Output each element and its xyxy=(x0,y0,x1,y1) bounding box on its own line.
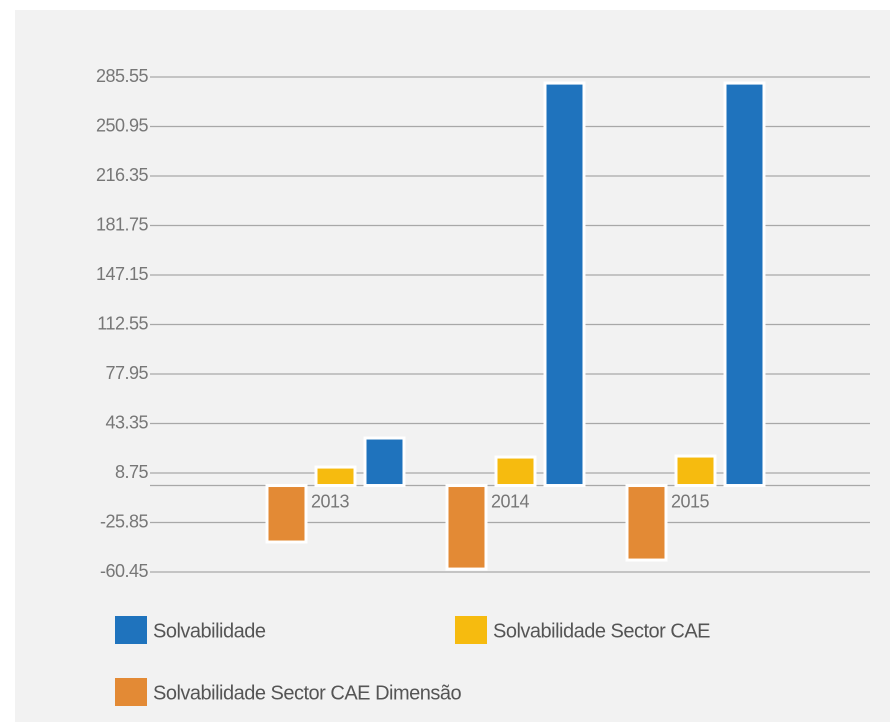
bar xyxy=(445,484,488,571)
legend-label: Solvabilidade Sector CAE Dimensão xyxy=(153,682,461,704)
legend-label: Solvabilidade Sector CAE xyxy=(493,620,710,642)
bar xyxy=(265,484,308,544)
x-tick-label: 2013 xyxy=(311,491,350,511)
bar xyxy=(314,465,357,488)
bar xyxy=(723,81,766,488)
legend-swatch xyxy=(115,616,147,644)
y-tick-label: 8.75 xyxy=(115,462,149,482)
bar xyxy=(494,455,537,488)
y-tick-label: 112.55 xyxy=(97,313,148,333)
bar xyxy=(674,454,717,488)
y-tick-label: -60.45 xyxy=(100,561,149,581)
y-tick-label: 216.35 xyxy=(96,165,149,185)
y-tick-label: 77.95 xyxy=(105,363,148,383)
legend-swatch xyxy=(115,678,147,706)
y-tick-label: 43.35 xyxy=(105,412,148,432)
legend-swatch xyxy=(455,616,487,644)
y-tick-label: 250.95 xyxy=(96,115,149,135)
x-tick-label: 2014 xyxy=(491,491,530,511)
bar xyxy=(625,484,668,562)
y-tick-label: 181.75 xyxy=(96,214,149,234)
y-tick-label: -25.85 xyxy=(100,511,149,531)
y-tick-label: 147.15 xyxy=(96,264,149,284)
bar xyxy=(543,81,586,488)
bar xyxy=(363,436,406,488)
y-tick-label: 285.55 xyxy=(96,66,149,86)
legend-label: Solvabilidade xyxy=(153,620,266,642)
x-tick-label: 2015 xyxy=(671,491,710,511)
